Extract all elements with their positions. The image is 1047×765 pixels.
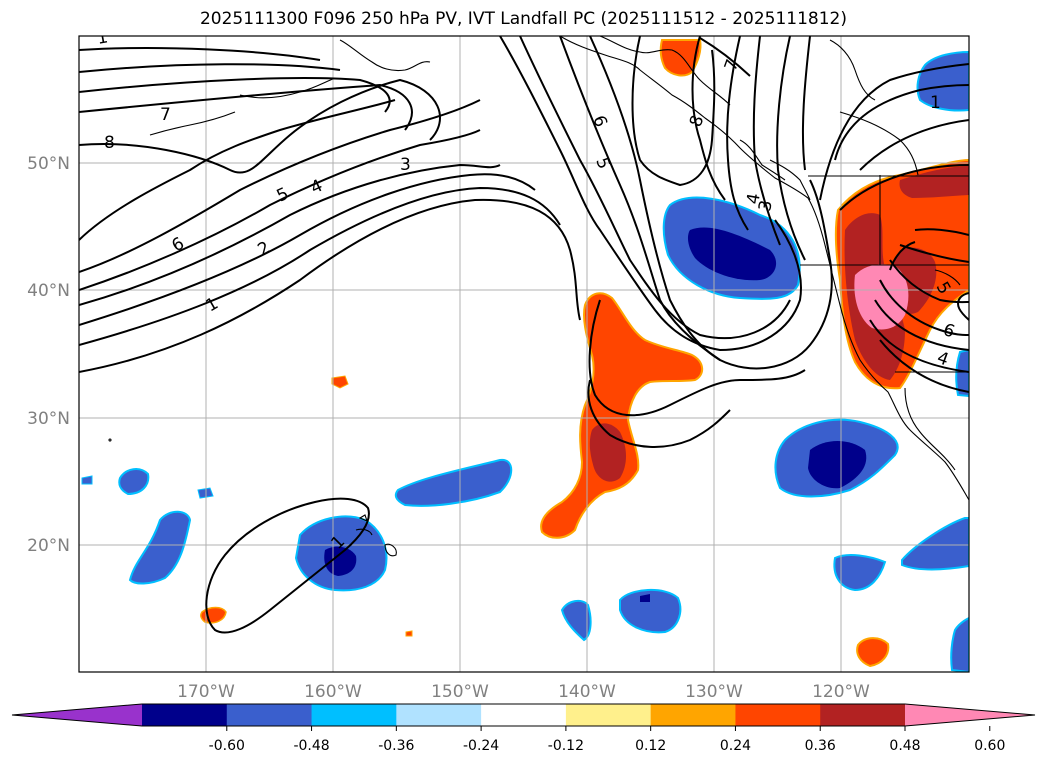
- colorbar-segment: [142, 704, 228, 726]
- pink-max-westcoast: [854, 264, 909, 330]
- colorbar-tick-label: 0.24: [720, 738, 751, 754]
- contour-label: 5: [591, 155, 613, 172]
- colorbar: -0.60 -0.48 -0.36 -0.24 -0.12 0.12 0.24 0.36 0.4…: [11, 703, 1036, 754]
- lon-label: 150°W: [431, 682, 489, 702]
- lon-label: 130°W: [685, 682, 743, 702]
- colorbar-tick-label: 0.60: [974, 738, 1005, 754]
- lon-label: 120°W: [812, 682, 870, 702]
- contour-label: 6: [169, 234, 188, 257]
- colorbar-segment: [650, 704, 736, 726]
- colorbar-segment: [735, 704, 821, 726]
- colorbar-segment: [226, 704, 313, 726]
- pv-contours: [79, 36, 969, 634]
- contour-label: 8: [104, 133, 115, 153]
- contour-label: 4: [934, 348, 951, 370]
- colorbar-segment: [481, 704, 567, 726]
- positive-anomaly-river: [540, 292, 704, 539]
- contour-label: 7: [160, 105, 171, 125]
- contour-label: 6: [940, 320, 957, 342]
- pc-shading: [81, 39, 969, 672]
- colorbar-tick-label: -0.60: [209, 738, 245, 754]
- colorbar-extend-low: [12, 704, 142, 726]
- latitude-labels: 50°N 40°N 30°N 20°N: [27, 154, 70, 556]
- map-frame: [78, 35, 970, 673]
- colorbar-tick-label: 0.48: [889, 738, 920, 754]
- contour-label: 1: [95, 27, 109, 49]
- lat-label: 20°N: [27, 536, 70, 556]
- gridlines: [79, 36, 969, 672]
- colorbar-outline: [11, 703, 1036, 727]
- contour-label: 1: [930, 93, 941, 113]
- lat-label: 30°N: [27, 409, 70, 429]
- contour-label: 3: [755, 199, 777, 213]
- colorbar-tick-label: -0.12: [548, 738, 584, 754]
- colorbar-tick-label: 0.36: [805, 738, 836, 754]
- contour-label: 3: [400, 155, 411, 175]
- coastlines: [108, 36, 969, 557]
- colorbar-extend-high: [905, 704, 1035, 726]
- colorbar-segment: [820, 704, 906, 726]
- contour-label: 8: [686, 113, 708, 130]
- colorbar-segment: [311, 704, 397, 726]
- colorbar-tick-label: 0.12: [635, 738, 666, 754]
- lon-label: 140°W: [558, 682, 616, 702]
- lon-label: 170°W: [177, 682, 235, 702]
- colorbar-tick-label: -0.24: [463, 738, 499, 754]
- colorbar-tick-label: -0.48: [293, 738, 329, 754]
- longitude-labels: 170°W 160°W 150°W 140°W 130°W 120°W: [177, 682, 870, 702]
- lon-label: 160°W: [304, 682, 362, 702]
- contour-label: 4: [743, 192, 765, 206]
- colorbar-segment: [565, 704, 652, 726]
- lat-label: 40°N: [27, 281, 70, 301]
- plot-title: 2025111300 F096 250 hPa PV, IVT Landfall…: [199, 9, 847, 29]
- colorbar-tick-label: -0.36: [378, 738, 414, 754]
- colorbar-segment: [396, 704, 482, 726]
- lat-label: 50°N: [27, 154, 70, 174]
